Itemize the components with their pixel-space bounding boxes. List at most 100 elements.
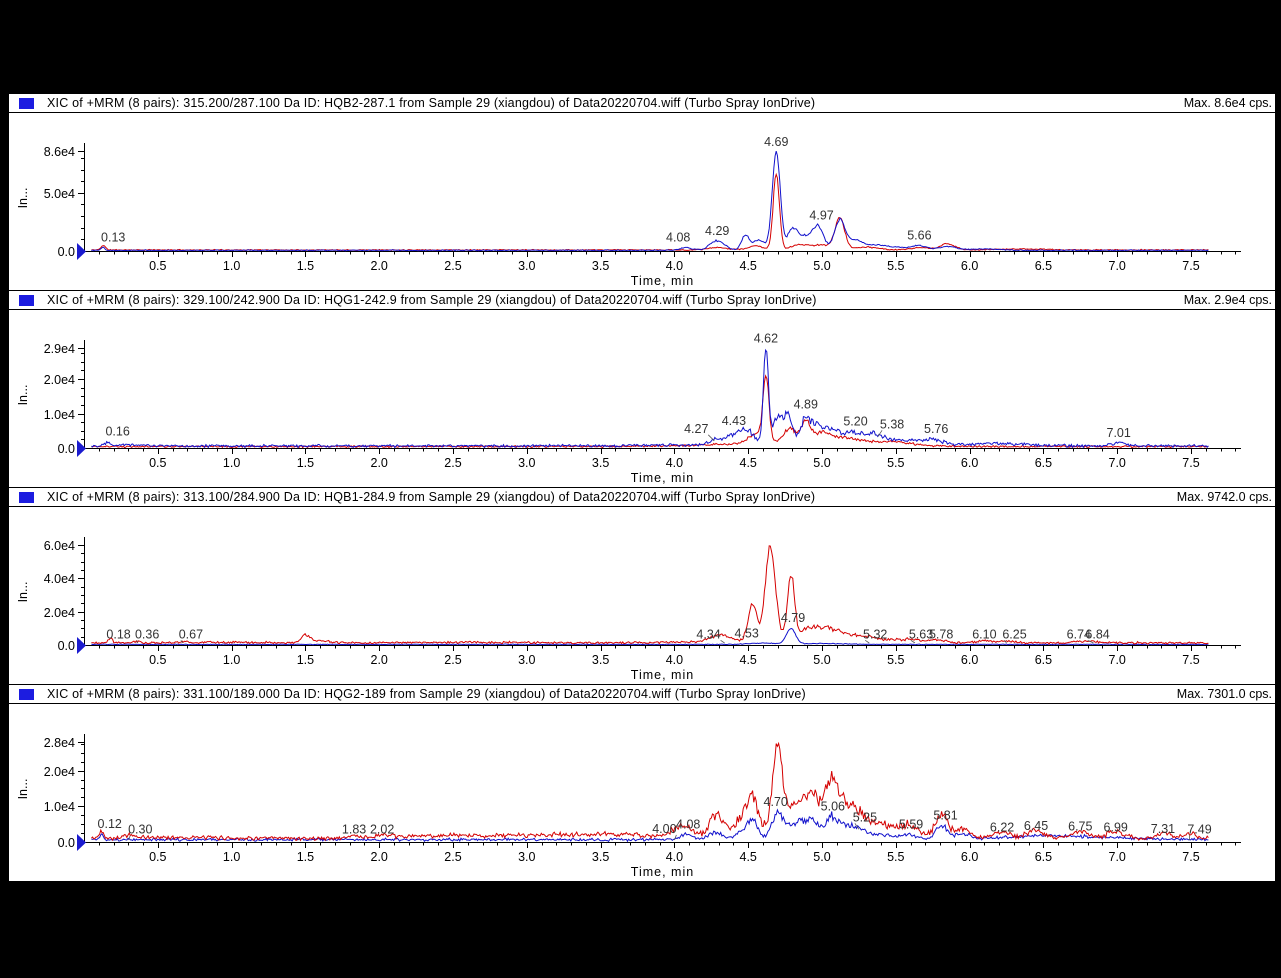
panel-title: XIC of +MRM (8 pairs): 331.100/189.000 D…: [47, 687, 806, 701]
peak-label-leader: [1004, 640, 1007, 644]
x-tick-label: 7.0: [1109, 653, 1126, 667]
pane-indicator-icon[interactable]: [19, 491, 34, 503]
origin-marker-icon: [77, 834, 86, 851]
intensity-axis-label: In...: [16, 385, 30, 406]
peak-label: 4.43: [722, 414, 746, 428]
x-tick-label: 7.0: [1109, 850, 1126, 864]
peak-label: 5.32: [863, 627, 887, 641]
peak-label-leader: [720, 639, 725, 644]
x-tick-label: 1.5: [297, 456, 314, 470]
x-tick-label: 4.0: [666, 259, 683, 273]
chromatogram-panel: XIC of +MRM (8 pairs): 313.100/284.900 D…: [9, 487, 1275, 684]
y-tick-label: 0.0: [58, 639, 75, 653]
peak-label-leader: [127, 835, 131, 841]
peak-label: 0.30: [128, 823, 152, 837]
peak-label-leader: [877, 430, 883, 437]
x-tick-label: 6.5: [1035, 259, 1052, 273]
trace-red: [91, 545, 1209, 645]
peak-label: 4.00: [652, 822, 676, 836]
peak-label: 5.38: [880, 417, 904, 431]
x-tick-label: 1.0: [223, 653, 240, 667]
x-tick-label: 1.0: [223, 850, 240, 864]
x-tick-label: 2.5: [444, 259, 461, 273]
chromatogram-plot[interactable]: 0.5 1.0 1.5 2.0 2.5 3.0 3.5 4.0 4.5 5.0 5.5 6.0 6.5 7…: [9, 113, 1276, 290]
y-tick-label: 0.0: [58, 245, 75, 259]
x-tick-label: 2.0: [371, 850, 388, 864]
peak-label: 4.69: [764, 135, 788, 149]
peak-label: 5.06: [821, 799, 845, 813]
chromatogram-plot[interactable]: 0.5 1.0 1.5 2.0 2.5 3.0 3.5 4.0 4.5 5.0 5.5 6.0 6.5 7…: [9, 704, 1276, 881]
peak-label: 6.25: [1002, 627, 1026, 641]
x-tick-label: 4.5: [740, 653, 757, 667]
peak-label: 5.59: [899, 818, 923, 832]
y-tick-label: 2.0e4: [44, 765, 75, 779]
chromatogram-plot[interactable]: 0.5 1.0 1.5 2.0 2.5 3.0 3.5 4.0 4.5 5.0 5.5 6.0 6.5 7…: [9, 507, 1276, 684]
peak-label-leader: [180, 640, 184, 644]
peak-label: 5.63: [909, 627, 933, 641]
panel-title: XIC of +MRM (8 pairs): 313.100/284.900 D…: [47, 490, 816, 504]
trace-blue: [91, 150, 1209, 252]
chromatogram-panel: XIC of +MRM (8 pairs): 331.100/189.000 D…: [9, 684, 1275, 881]
x-tick-label: 1.0: [223, 456, 240, 470]
x-tick-label: 2.0: [371, 653, 388, 667]
x-tick-label: 7.5: [1182, 850, 1199, 864]
panel-max-label: Max. 2.9e4 cps.: [1183, 293, 1272, 307]
peak-label: 4.08: [666, 231, 690, 245]
peak-label: 0.67: [179, 627, 203, 641]
x-tick-label: 3.0: [518, 850, 535, 864]
y-tick-label: 2.9e4: [44, 342, 75, 356]
x-tick-label: 7.5: [1182, 653, 1199, 667]
time-axis-title: Time, min: [631, 668, 694, 682]
peak-label: 4.08: [676, 817, 700, 831]
chromatogram-panel: XIC of +MRM (8 pairs): 315.200/287.100 D…: [9, 93, 1275, 290]
peak-label: 4.62: [754, 332, 778, 346]
origin-marker-icon: [77, 243, 86, 260]
peak-label: 4.89: [794, 398, 818, 412]
peak-label: 0.12: [98, 817, 122, 831]
peak-label: 5.76: [924, 422, 948, 436]
peak-label: 1.83: [342, 823, 366, 837]
peak-label: 6.45: [1024, 819, 1048, 833]
peak-label-leader: [1087, 640, 1094, 644]
axes: [78, 143, 1241, 257]
panel-title-bar: XIC of +MRM (8 pairs): 329.100/242.900 D…: [9, 290, 1275, 310]
trace-red: [91, 172, 1209, 252]
panel-max-label: Max. 8.6e4 cps.: [1183, 96, 1272, 110]
panel-title: XIC of +MRM (8 pairs): 329.100/242.900 D…: [47, 293, 817, 307]
x-tick-label: 5.0: [813, 456, 830, 470]
chromatogram-plot[interactable]: 0.5 1.0 1.5 2.0 2.5 3.0 3.5 4.0 4.5 5.0 5.5 6.0 6.5 7…: [9, 310, 1276, 487]
x-tick-label: 1.5: [297, 850, 314, 864]
peak-label-leader: [674, 834, 677, 841]
x-tick-label: 3.5: [592, 850, 609, 864]
peak-label: 4.34: [696, 627, 720, 641]
trace-red: [91, 374, 1209, 449]
pane-indicator-icon[interactable]: [19, 294, 34, 306]
pane-indicator-icon[interactable]: [19, 688, 34, 700]
panel-title-bar: XIC of +MRM (8 pairs): 331.100/189.000 D…: [9, 684, 1275, 704]
peak-label: 4.29: [705, 224, 729, 238]
peak-label: 0.18: [106, 627, 130, 641]
peak-label: 6.22: [990, 820, 1014, 834]
x-tick-label: 1.0: [223, 259, 240, 273]
x-tick-label: 6.5: [1035, 653, 1052, 667]
pane-indicator-icon[interactable]: [19, 97, 34, 109]
intensity-axis-label: In...: [16, 582, 30, 603]
peak-label-leader: [910, 640, 916, 644]
x-tick-label: 2.0: [371, 456, 388, 470]
origin-marker-icon: [77, 440, 86, 457]
peak-label: 5.66: [907, 228, 931, 242]
x-tick-label: 2.5: [444, 850, 461, 864]
x-tick-label: 2.0: [371, 259, 388, 273]
y-tick-label: 6.0e4: [44, 539, 75, 553]
peak-label: 6.75: [1068, 820, 1092, 834]
y-tick-label: 1.0e4: [44, 408, 75, 422]
y-tick-label: 1.0e4: [44, 800, 75, 814]
axes: [78, 537, 1241, 651]
y-tick-label: 0.0: [58, 442, 75, 456]
peak-label-leader: [854, 823, 860, 830]
y-tick-label: 4.0e4: [44, 572, 75, 586]
intensity-axis-label: In...: [16, 779, 30, 800]
peak-label: 7.01: [1107, 426, 1131, 440]
x-tick-label: 4.0: [666, 850, 683, 864]
origin-marker-icon: [77, 637, 86, 654]
